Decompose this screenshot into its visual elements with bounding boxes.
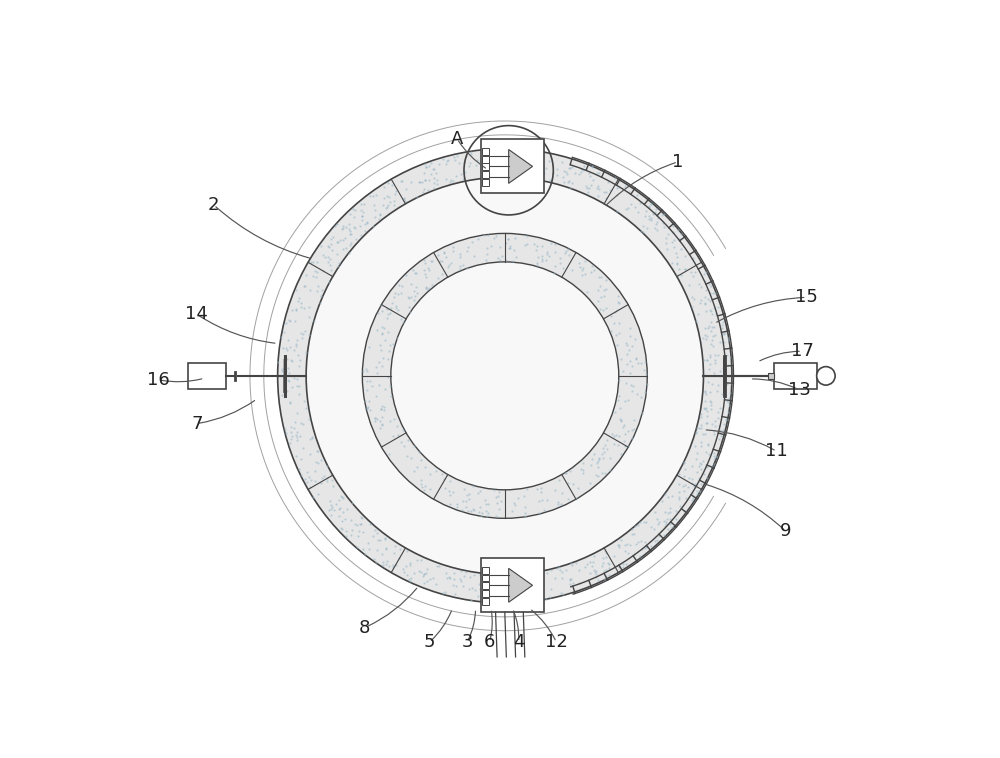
Text: A: A bbox=[451, 130, 463, 148]
Circle shape bbox=[362, 233, 647, 518]
Bar bbox=[774, 363, 817, 389]
Text: 5: 5 bbox=[424, 633, 435, 651]
Text: 9: 9 bbox=[780, 522, 792, 540]
Text: 4: 4 bbox=[513, 633, 524, 651]
Text: 12: 12 bbox=[545, 633, 568, 651]
Bar bbox=[482, 179, 489, 186]
Text: 6: 6 bbox=[484, 633, 495, 651]
Circle shape bbox=[306, 177, 703, 575]
Text: 16: 16 bbox=[147, 371, 170, 389]
Text: 15: 15 bbox=[795, 288, 818, 306]
Text: 7: 7 bbox=[191, 415, 203, 433]
Bar bbox=[188, 363, 226, 389]
Polygon shape bbox=[509, 149, 533, 183]
Bar bbox=[482, 163, 489, 171]
Bar bbox=[482, 171, 489, 178]
Circle shape bbox=[278, 149, 732, 603]
Text: 13: 13 bbox=[788, 381, 810, 399]
Circle shape bbox=[391, 262, 619, 490]
Polygon shape bbox=[509, 568, 533, 603]
Circle shape bbox=[817, 367, 835, 385]
Bar bbox=[482, 590, 489, 597]
Text: 11: 11 bbox=[765, 443, 788, 460]
Bar bbox=[481, 139, 544, 193]
Text: 14: 14 bbox=[185, 305, 208, 323]
Bar bbox=[481, 559, 544, 612]
Bar bbox=[768, 373, 774, 379]
Bar bbox=[482, 567, 489, 574]
Bar bbox=[482, 597, 489, 605]
Text: 3: 3 bbox=[461, 633, 473, 651]
Text: 2: 2 bbox=[208, 196, 219, 214]
Text: 1: 1 bbox=[672, 153, 684, 171]
Bar bbox=[482, 155, 489, 162]
Text: 17: 17 bbox=[791, 342, 813, 360]
Bar bbox=[482, 575, 489, 581]
Bar bbox=[482, 148, 489, 155]
Bar bbox=[482, 582, 489, 589]
Text: 8: 8 bbox=[359, 619, 370, 637]
